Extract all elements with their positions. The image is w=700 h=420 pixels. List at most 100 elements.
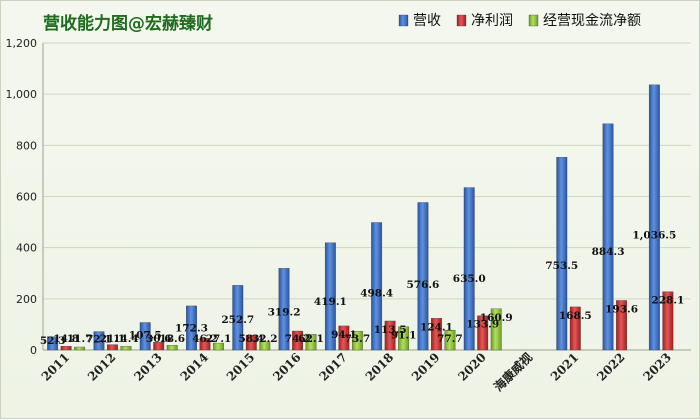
bar-2022-series-0 (602, 123, 614, 351)
data-label: 635.0 (453, 273, 486, 285)
bar-2018-series-1 (384, 320, 396, 351)
x-tick-label: 2020 (455, 350, 489, 384)
bar-2021-series-1 (569, 306, 581, 351)
data-label: 52.3 (40, 335, 66, 347)
x-tick-label: 2017 (316, 350, 350, 384)
bar-2019-series-1 (431, 318, 442, 351)
bar-2016-series-2 (305, 333, 317, 351)
bar-2015-series-2 (259, 341, 271, 351)
bar-2011-series-0 (47, 336, 59, 351)
y-axis: 0 200 400 600 800 1,000 1,200 (6, 37, 44, 357)
data-label: 18.6 (159, 333, 185, 345)
y-tick-label: 1,000 (6, 88, 38, 101)
legend-swatch (456, 14, 467, 27)
bar-2016-series-1 (292, 330, 303, 351)
x-tick-label: 2021 (548, 350, 582, 384)
bar-2015-series-0 (232, 285, 244, 351)
data-label: 73.7 (345, 333, 371, 345)
bar-2017-series-2 (351, 330, 363, 351)
data-label: 62.1 (298, 333, 324, 345)
bar-2014-series-2 (213, 342, 224, 351)
bar-2013-series-1 (153, 342, 165, 351)
bar-2017-series-0 (324, 242, 336, 351)
x-tick-label: 2023 (640, 350, 674, 384)
x-tick-label: 2014 (178, 350, 212, 384)
data-label: 168.5 (559, 310, 592, 322)
legend-swatch (528, 14, 539, 27)
data-label: 94.1 (331, 329, 357, 341)
data-label: 14.8 (53, 333, 79, 345)
y-tick-label: 600 (16, 191, 37, 204)
data-label: 228.1 (651, 295, 684, 307)
x-tick-label: 海康威视 (491, 350, 536, 395)
data-label: 1,036.5 (632, 230, 676, 242)
bar-2012-series-1 (107, 344, 118, 351)
legend-label: 营收 (413, 13, 441, 29)
data-label: 21.1 (100, 333, 126, 345)
x-tick-label: 2011 (39, 350, 73, 384)
data-label: 193.6 (605, 303, 638, 315)
y-tick-label: 0 (30, 344, 37, 357)
data-label: 32.2 (252, 333, 278, 345)
data-label: 11.7 (67, 333, 93, 345)
data-label: 319.2 (268, 307, 301, 319)
bar-2013-series-2 (166, 345, 178, 351)
x-tick-label: 2015 (224, 350, 258, 384)
data-label: 72.1 (86, 333, 112, 345)
data-label: 14.4 (113, 333, 139, 345)
bar-2016-series-0 (278, 268, 290, 351)
bar-2019-series-2 (444, 329, 456, 351)
data-labels: 52.314.811.772.121.114.4107.530.618.6172… (40, 230, 684, 347)
gridlines (43, 42, 691, 351)
x-tick-label: 2019 (409, 350, 443, 384)
chart-title: 营收能力图@宏赫臻财 (43, 13, 213, 34)
bar-2011-series-2 (74, 346, 86, 351)
data-label: 107.5 (129, 329, 162, 341)
x-tick-label: 2012 (85, 350, 119, 384)
bar-2018-series-2 (398, 326, 410, 351)
y-tick-label: 800 (16, 139, 37, 152)
bar-2015-series-1 (245, 334, 257, 351)
bar-2014-series-0 (186, 305, 197, 351)
data-label: 113.5 (374, 324, 407, 336)
y-tick-label: 400 (16, 242, 37, 255)
data-label: 27.1 (206, 333, 232, 345)
data-label: 753.5 (545, 260, 578, 272)
legend-swatch (398, 14, 409, 27)
bar-2017-series-1 (338, 325, 350, 351)
bar-2020-series-2 (490, 308, 502, 351)
bar-2022-series-1 (616, 300, 627, 351)
bar-2020-series-1 (477, 315, 489, 351)
x-tick-label: 2022 (594, 350, 628, 384)
y-tick-label: 1,200 (6, 37, 38, 50)
data-label: 133.9 (466, 319, 499, 331)
bar-2023-series-1 (662, 291, 674, 351)
data-label: 172.3 (175, 322, 208, 334)
x-tick-label: 2013 (131, 350, 165, 384)
data-label: 58.4 (238, 333, 264, 345)
bar-2012-series-0 (93, 331, 105, 351)
bars (47, 84, 674, 351)
data-label: 160.9 (480, 312, 513, 324)
data-label: 252.7 (221, 314, 254, 326)
bar-2018-series-0 (371, 222, 383, 351)
data-label: 419.1 (314, 296, 347, 308)
data-label: 30.6 (146, 333, 172, 345)
data-label: 884.3 (592, 246, 625, 258)
y-tick-label: 200 (16, 293, 37, 306)
bar-2019-series-0 (417, 202, 429, 351)
data-label: 74.2 (285, 333, 311, 345)
bar-2012-series-2 (120, 346, 132, 351)
data-label: 498.4 (360, 287, 393, 299)
bar-2013-series-0 (139, 322, 151, 351)
legend-label: 净利润 (471, 13, 513, 29)
data-label: 91.1 (391, 330, 417, 342)
legend: 营收 净利润 经营现金流净额 (398, 13, 641, 29)
legend-label: 经营现金流净额 (543, 13, 641, 29)
data-label: 46.2 (192, 333, 218, 345)
bar-2011-series-1 (60, 346, 72, 351)
bar-2020-series-0 (463, 187, 475, 351)
x-tick-label: 2018 (363, 350, 397, 384)
